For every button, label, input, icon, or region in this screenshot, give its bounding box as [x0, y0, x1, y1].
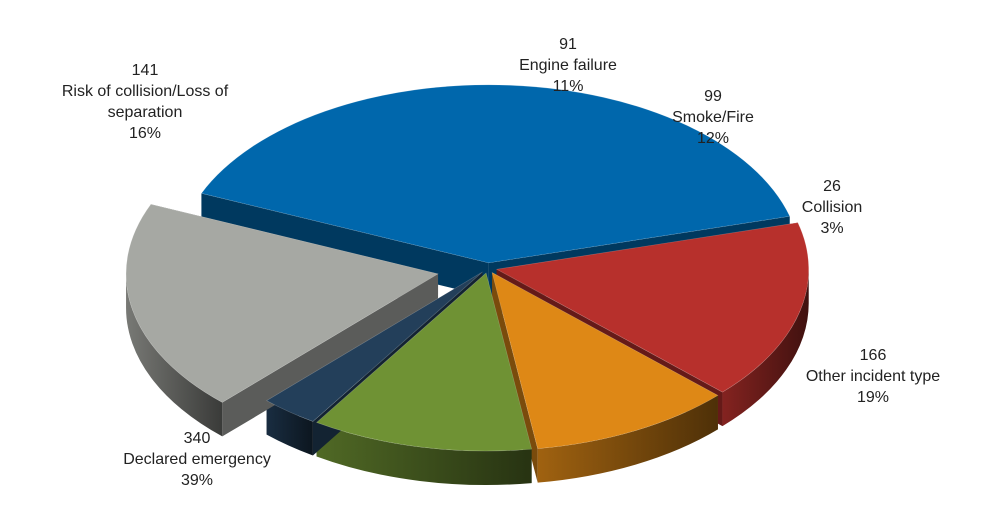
value-smoke-fire: 99: [704, 88, 722, 105]
value-collision: 26: [823, 178, 841, 195]
slice-side-collision: [266, 400, 313, 456]
slice-side-engine-failure: [537, 395, 718, 483]
slice-risk-of-collision-loss-of-separation: [495, 222, 809, 393]
name-risk-of-collision-line2: separation: [107, 104, 183, 121]
slice-engine-failure: [491, 271, 719, 449]
value-declared-emergency: 340: [183, 430, 211, 447]
name-other-incident-type: Other incident type: [805, 368, 941, 385]
name-smoke-fire: Smoke/Fire: [672, 109, 754, 126]
slice-smoke-fire: [316, 272, 532, 452]
slice-collision: [266, 271, 483, 422]
name-collision: Collision: [801, 199, 863, 216]
value-engine-failure: 91: [559, 36, 577, 53]
label-engine-failure: 91 Engine failure 11%: [519, 34, 617, 97]
percent-collision: 3%: [820, 220, 844, 237]
value-risk-of-collision: 141: [131, 62, 159, 79]
slice-side-other-incident-type: [126, 273, 223, 437]
label-declared-emergency: 340 Declared emergency 39%: [123, 428, 271, 491]
value-other-incident-type: 166: [859, 347, 887, 364]
slice-side-risk-of-collision-loss-of-separation: [722, 269, 809, 427]
label-other-incident-type: 166 Other incident type 19%: [806, 345, 940, 408]
name-risk-of-collision-line1: Risk of collision/Loss of: [61, 83, 229, 100]
slice-side-smoke-fire: [316, 422, 532, 486]
label-collision: 26 Collision 3%: [802, 176, 862, 239]
label-risk-of-collision: 141 Risk of collision/Loss of separation…: [62, 60, 228, 144]
name-declared-emergency: Declared emergency: [123, 451, 271, 468]
percent-other-incident-type: 19%: [856, 389, 890, 406]
slice-other-incident-type: [125, 203, 439, 403]
percent-declared-emergency: 39%: [180, 472, 214, 489]
percent-smoke-fire: 12%: [696, 130, 730, 147]
slice-declared-emergency: [200, 84, 791, 264]
percent-risk-of-collision: 16%: [128, 125, 162, 142]
percent-engine-failure: 11%: [552, 78, 584, 95]
label-smoke-fire: 99 Smoke/Fire 12%: [672, 86, 754, 149]
name-engine-failure: Engine failure: [519, 57, 617, 74]
